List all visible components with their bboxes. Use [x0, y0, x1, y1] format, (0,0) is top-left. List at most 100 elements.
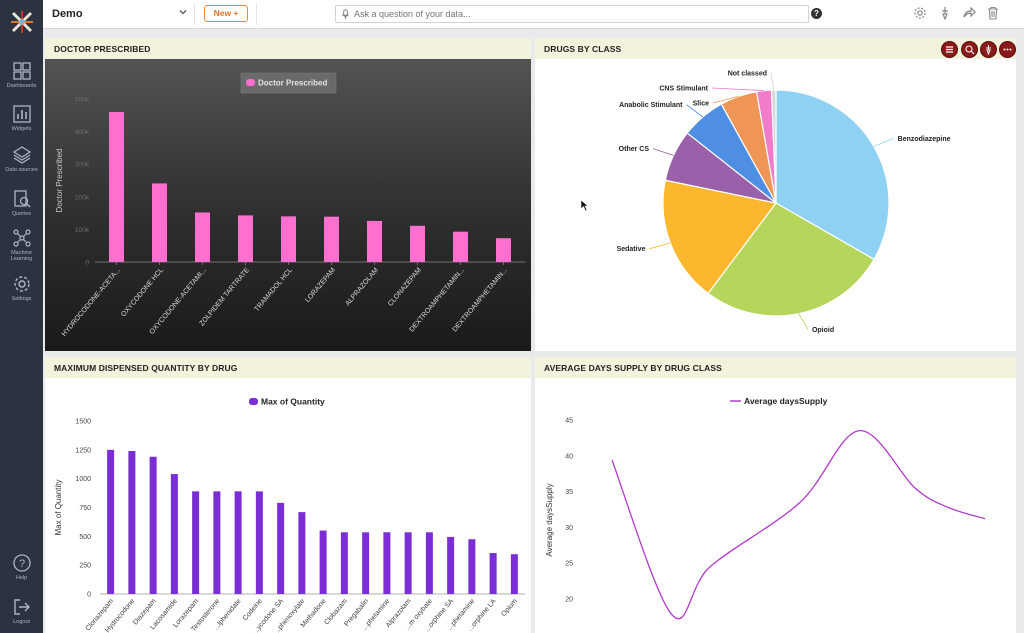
- bar: [425, 532, 433, 594]
- x-tick-label: TRAMADOL HCL: [254, 267, 295, 313]
- sidebar-item-settings[interactable]: Settings: [0, 274, 43, 302]
- sidebar-item-dashboards[interactable]: Dashboards: [0, 61, 43, 89]
- legend-swatch: [249, 398, 258, 405]
- y-tick-label: 100k: [75, 227, 90, 234]
- bar: [367, 220, 382, 262]
- pie-label: CNS Stimulant: [659, 86, 708, 93]
- panel-doctor-prescribed: DOCTOR PRESCRIBED 0 100k 200k 300k 400k 500k D…: [45, 38, 531, 351]
- app-logo[interactable]: [10, 10, 34, 34]
- x-tick-label: ALPRAZOLAM: [344, 267, 380, 308]
- trash-icon[interactable]: [986, 6, 1000, 20]
- bar: [324, 216, 339, 262]
- y-tick-label: 45: [565, 418, 573, 425]
- y-tick-label: 1500: [75, 419, 91, 426]
- panel-title: MAXIMUM DISPENSED QUANTITY BY DRUG: [45, 357, 531, 378]
- zoom-button[interactable]: [961, 41, 978, 58]
- menu-button[interactable]: [941, 41, 958, 58]
- y-axis-label: Average daysSupply: [545, 483, 554, 556]
- bar: [277, 502, 285, 594]
- pin-icon[interactable]: [938, 6, 952, 20]
- x-tick-label: Codeine: [242, 598, 264, 623]
- network-icon: [12, 229, 31, 247]
- panel-body: 0 100k 200k 300k 400k 500k Doctor Prescribed HY…: [45, 59, 531, 351]
- bar: [453, 231, 468, 262]
- pie-slice: [775, 89, 890, 261]
- y-tick-label: 400k: [75, 129, 90, 136]
- pie-label: Anabolic Stimulant: [619, 102, 683, 109]
- sidebar-item-help[interactable]: ? Help: [0, 553, 43, 581]
- divider: [194, 4, 195, 25]
- x-tick-label: HYDROCODONE-ACETA...: [61, 267, 122, 338]
- bar: [383, 532, 391, 594]
- sidebar-item-data-sources[interactable]: Data sources: [0, 145, 43, 173]
- pie-label: Sedative: [617, 246, 646, 253]
- pie-leader-line: [649, 242, 671, 250]
- bar: [362, 532, 370, 594]
- grid-icon: [12, 62, 31, 80]
- logout-icon: [13, 599, 30, 615]
- bar: [298, 512, 306, 594]
- microphone-icon[interactable]: [340, 9, 351, 20]
- bar: [510, 554, 518, 594]
- y-tick-label: 0: [85, 260, 89, 267]
- dashboard-title[interactable]: Demo: [52, 8, 83, 20]
- sidebar-item-label: Help: [15, 575, 28, 581]
- bar-chart-icon: [12, 105, 31, 123]
- bar: [128, 450, 136, 594]
- x-tick-label: OXYCODONE HCL: [120, 267, 165, 319]
- bar: [195, 212, 210, 262]
- pin-widget-button[interactable]: [980, 41, 997, 58]
- y-tick-label: 25: [565, 561, 573, 568]
- query-icon: [13, 190, 31, 208]
- bar: [340, 532, 348, 594]
- settings-icon[interactable]: [913, 6, 927, 20]
- bar: [109, 112, 124, 262]
- panel-title: DRUGS BY CLASS: [535, 38, 1016, 59]
- sidebar-item-machine-learning[interactable]: Machine Learning: [0, 228, 43, 262]
- topbar: Demo New + ?: [43, 0, 1024, 29]
- share-icon[interactable]: [962, 6, 976, 20]
- bar: [192, 491, 200, 594]
- panel-body: 20 25 30 35 40 45 Average daysSupply Average da…: [535, 378, 1016, 633]
- y-tick-label: 300k: [75, 162, 90, 169]
- search-box: [335, 5, 809, 23]
- sidebar-item-widgets[interactable]: Widgets: [0, 104, 43, 132]
- panel-max-dispensed-quantity: MAXIMUM DISPENSED QUANTITY BY DRUG 0 250 5…: [45, 357, 531, 633]
- y-tick-label: 750: [79, 505, 91, 512]
- search-help-icon[interactable]: ?: [811, 8, 822, 19]
- pie-label: Benzodiazepine: [898, 136, 951, 143]
- pie-leader-line: [873, 138, 894, 147]
- bar: [410, 225, 425, 262]
- y-tick-label: 200k: [75, 194, 90, 201]
- y-tick-label: 30: [565, 525, 573, 532]
- sidebar-item-label: Machine Learning: [10, 250, 33, 262]
- sidebar-item-label: Widgets: [11, 126, 32, 132]
- pie-label: Opioid: [812, 327, 834, 334]
- y-axis-label: Max of Quantity: [54, 479, 63, 535]
- y-axis-label: Doctor Prescribed: [55, 148, 64, 212]
- panel-body: Benzodiazepine Opioid Sedative Other CS Anab…: [535, 59, 1016, 351]
- x-tick-label: Opium: [500, 598, 519, 618]
- more-button[interactable]: [999, 41, 1016, 58]
- x-tick-label: LORAZEPAM: [304, 267, 337, 304]
- sidebar-item-queries[interactable]: Queries: [0, 189, 43, 217]
- sidebar-item-label: Data sources: [5, 167, 38, 173]
- sidebar-item-logout[interactable]: Logout: [0, 597, 43, 625]
- legend-box: [240, 72, 337, 94]
- search-input[interactable]: [354, 7, 794, 21]
- x-tick-label: CLONAZEPAM: [387, 267, 423, 308]
- bar: [468, 539, 476, 594]
- average-days-supply-chart: 20 25 30 35 40 45 Average daysSupply Average da…: [545, 396, 986, 620]
- new-button[interactable]: New +: [204, 5, 248, 22]
- series-line: [611, 430, 986, 620]
- gear-icon: [13, 276, 30, 292]
- chevron-down-icon[interactable]: [178, 7, 188, 17]
- y-tick-label: 500k: [75, 97, 90, 104]
- pie-leader-line: [770, 72, 775, 91]
- bar: [234, 491, 242, 594]
- sidebar-item-label: Dashboards: [6, 83, 37, 89]
- bar: [149, 456, 157, 594]
- y-tick-label: 40: [565, 453, 573, 460]
- help-icon: ?: [12, 554, 31, 572]
